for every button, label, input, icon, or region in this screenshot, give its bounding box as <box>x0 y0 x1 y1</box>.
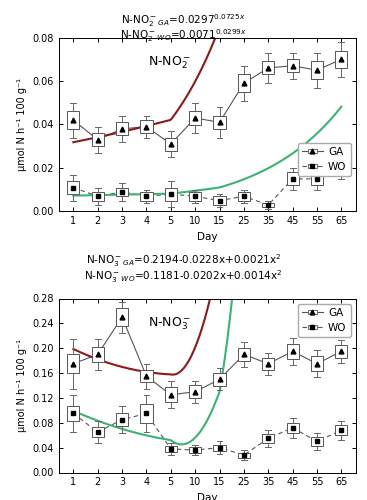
Bar <box>335 162 348 174</box>
X-axis label: Day: Day <box>197 232 218 242</box>
Bar <box>92 347 104 362</box>
Bar <box>287 172 299 186</box>
Bar <box>311 172 323 186</box>
Bar <box>262 62 275 74</box>
Bar <box>165 388 177 402</box>
Bar <box>214 444 226 451</box>
Text: N-NO$_2^-$: N-NO$_2^-$ <box>148 55 191 72</box>
Bar <box>165 446 177 452</box>
Bar <box>189 447 201 453</box>
Bar <box>287 423 299 432</box>
Bar <box>311 62 323 79</box>
Bar <box>140 192 153 200</box>
Bar <box>262 434 275 442</box>
Bar <box>238 192 250 200</box>
Bar <box>311 356 323 371</box>
Bar <box>165 138 177 150</box>
Bar <box>189 192 201 200</box>
Bar <box>214 116 226 129</box>
Legend: GA, WO: GA, WO <box>298 142 351 176</box>
Bar <box>67 112 79 129</box>
Bar <box>189 112 201 124</box>
Text: N-NO$_2^-$$_{ GA}$=0.0297$^{0.0725x}$: N-NO$_2^-$$_{ GA}$=0.0297$^{0.0725x}$ <box>121 12 246 29</box>
Bar <box>165 188 177 200</box>
Bar <box>214 196 226 205</box>
Bar <box>67 406 79 421</box>
Bar <box>238 452 250 458</box>
Text: N-NO$_2^-$$_{ WO}$=0.0071$^{0.0299x}$: N-NO$_2^-$$_{ WO}$=0.0071$^{0.0299x}$ <box>120 28 247 44</box>
Bar <box>214 373 226 386</box>
Bar <box>116 308 128 326</box>
Bar <box>116 188 128 196</box>
Bar <box>67 181 79 194</box>
Bar <box>287 59 299 72</box>
Bar <box>238 348 250 360</box>
Bar <box>140 120 153 133</box>
Bar <box>287 344 299 359</box>
Bar <box>140 370 153 382</box>
Bar <box>92 192 104 200</box>
Bar <box>262 358 275 370</box>
Bar <box>335 50 348 68</box>
Bar <box>116 414 128 426</box>
Bar <box>311 437 323 446</box>
Bar <box>238 74 250 92</box>
X-axis label: Day: Day <box>197 493 218 500</box>
Bar <box>92 427 104 437</box>
Bar <box>262 203 275 207</box>
Bar <box>92 133 104 146</box>
Bar <box>140 404 153 423</box>
Y-axis label: μmol N h⁻¹ 100 g⁻¹: μmol N h⁻¹ 100 g⁻¹ <box>17 78 27 171</box>
Text: N-NO$_3^-$$_{ GA}$=0.2194-0.0228x+0.0021x$^2$: N-NO$_3^-$$_{ GA}$=0.2194-0.0228x+0.0021… <box>86 252 281 270</box>
Text: N-NO$_3^-$: N-NO$_3^-$ <box>148 316 191 332</box>
Bar <box>116 122 128 136</box>
Y-axis label: μmol N h⁻¹ 100 g⁻¹: μmol N h⁻¹ 100 g⁻¹ <box>17 339 27 432</box>
Bar <box>67 354 79 373</box>
Text: N-NO$_3^-$$_{ WO}$=0.1181-0.0202x+0.0014x$^2$: N-NO$_3^-$$_{ WO}$=0.1181-0.0202x+0.0014… <box>84 268 283 285</box>
Bar <box>335 345 348 358</box>
Bar <box>189 386 201 398</box>
Bar <box>335 426 348 435</box>
Legend: GA, WO: GA, WO <box>298 304 351 337</box>
